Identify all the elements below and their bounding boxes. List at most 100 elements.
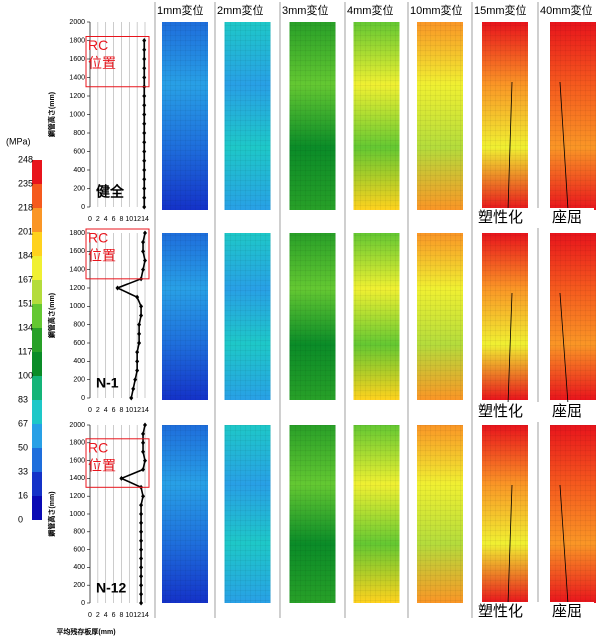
x-tick-label: 12 [133,407,141,414]
y-tick-label: 400 [73,167,85,174]
data-point [142,47,147,53]
y-tick-label: 200 [73,185,85,192]
colorbar-tick-label: 0 [18,514,23,524]
data-point [142,158,147,164]
y-tick-label: 1400 [69,267,85,274]
data-point [142,204,147,210]
pointer-line [559,81,569,211]
contour-mesh [224,425,271,603]
annotation: 塑性化 [478,209,523,226]
data-point [142,121,147,127]
data-point [142,139,147,145]
annotation: 座屈 [552,209,582,226]
contour-mesh [417,22,463,210]
colorbar-segment [32,400,42,424]
data-point [142,102,147,108]
x-tick-label: 14 [141,216,149,223]
data-point [142,65,147,71]
rc-label: 位置 [88,458,116,474]
colorbar-tick-label: 100 [18,370,33,380]
data-point [139,582,144,588]
data-point [142,112,147,117]
colorbar-segment [32,448,42,472]
annotation: 塑性化 [478,603,523,620]
y-tick-label: 400 [73,564,85,571]
data-point [139,573,144,579]
colorbar-segment [32,208,42,232]
data-point [141,493,146,499]
x-tick-label: 6 [112,216,116,223]
column-header: 15mm変位 [474,3,527,17]
y-tick-label: 0 [81,204,85,211]
data-point [141,449,146,455]
colorbar-unit: (MPa) [6,136,31,146]
x-axis-label: 平均残存板厚(mm) [56,627,115,636]
contour-mesh [482,233,528,400]
column-header: 2mm変位 [217,3,263,17]
x-tick-label: 4 [104,407,108,414]
contour-mesh [417,425,463,603]
x-tick-label: 2 [96,407,100,414]
data-point [142,75,147,80]
rc-label: 位置 [88,248,116,264]
annotation: 塑性化 [478,403,523,420]
colorbar-segment [32,496,42,520]
y-axis-label: 鋼管高さ(mm) [47,92,56,138]
x-tick-label: 8 [119,612,123,619]
x-tick-label: 12 [133,216,141,223]
data-point [119,475,124,481]
contour-mesh [417,233,463,400]
panel-label: N-1 [96,375,119,391]
contour-mesh [353,425,400,603]
pointer-line [507,292,513,405]
rc-label: RC [88,230,108,246]
y-tick-label: 600 [73,340,85,347]
colorbar-segment [32,280,42,304]
data-point [139,303,144,309]
data-point [142,149,147,154]
y-tick-label: 1800 [69,37,85,44]
data-point [115,285,120,291]
x-tick-label: 10 [125,612,133,619]
rc-box [85,228,150,280]
colorbar-segment [32,376,42,400]
colorbar-segment [32,256,42,280]
colorbar-tick-label: 184 [18,250,33,260]
data-point [139,556,144,561]
y-tick-label: 0 [81,600,85,607]
data-point [141,440,146,446]
contour-mesh [353,22,400,210]
pointer-line [507,81,513,211]
data-point [143,258,147,263]
data-point [142,130,147,136]
data-point [137,340,142,346]
x-tick-label: 4 [104,216,108,223]
contour-mesh [482,425,528,603]
y-tick-label: 1200 [69,493,85,500]
y-tick-label: 1000 [69,111,85,118]
contour-mesh [482,22,528,210]
data-point [141,431,146,437]
data-point [139,529,144,535]
x-tick-label: 14 [141,407,149,414]
data-point [143,230,147,236]
column-header: 4mm変位 [347,3,393,17]
x-tick-label: 6 [112,407,116,414]
colorbar-tick-label: 151 [18,298,33,308]
y-axis-label: 鋼管高さ(mm) [47,491,56,537]
y-tick-label: 400 [73,358,85,365]
x-tick-label: 10 [125,407,133,414]
panel-label: N-12 [96,580,127,596]
data-point [139,520,144,526]
data-point [143,458,147,464]
data-point [142,93,147,99]
colorbar-tick-label: 134 [18,322,33,332]
x-tick-label: 14 [141,612,149,619]
data-point [135,349,140,355]
annotation-bg [474,208,594,228]
colorbar-segment [32,184,42,208]
y-tick-label: 600 [73,148,85,155]
pointer-line [559,484,569,605]
data-point [137,322,142,328]
